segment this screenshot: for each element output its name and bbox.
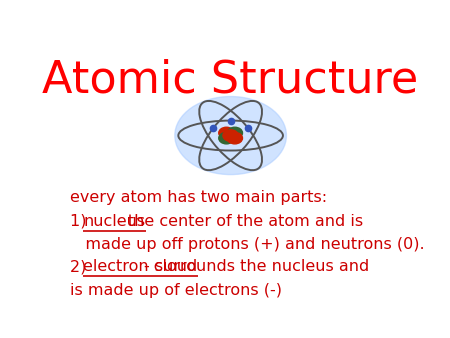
Circle shape bbox=[223, 130, 238, 141]
Text: - surrounds the nucleus and: - surrounds the nucleus and bbox=[144, 259, 370, 274]
Ellipse shape bbox=[175, 97, 287, 175]
Circle shape bbox=[227, 132, 243, 144]
Text: is made up of electrons (-): is made up of electrons (-) bbox=[70, 283, 282, 297]
Text: Atomic Structure: Atomic Structure bbox=[42, 59, 419, 102]
Circle shape bbox=[219, 132, 234, 144]
Text: made up off protons (+) and neutrons (0).: made up off protons (+) and neutrons (0)… bbox=[70, 237, 425, 252]
Text: - the center of the atom and is: - the center of the atom and is bbox=[117, 214, 363, 228]
Text: 2): 2) bbox=[70, 259, 92, 274]
Circle shape bbox=[219, 127, 234, 139]
Circle shape bbox=[227, 127, 243, 139]
Text: electron cloud: electron cloud bbox=[83, 259, 198, 274]
Text: nucleus: nucleus bbox=[83, 214, 146, 228]
Text: every atom has two main parts:: every atom has two main parts: bbox=[70, 190, 327, 205]
Text: 1): 1) bbox=[70, 214, 92, 228]
